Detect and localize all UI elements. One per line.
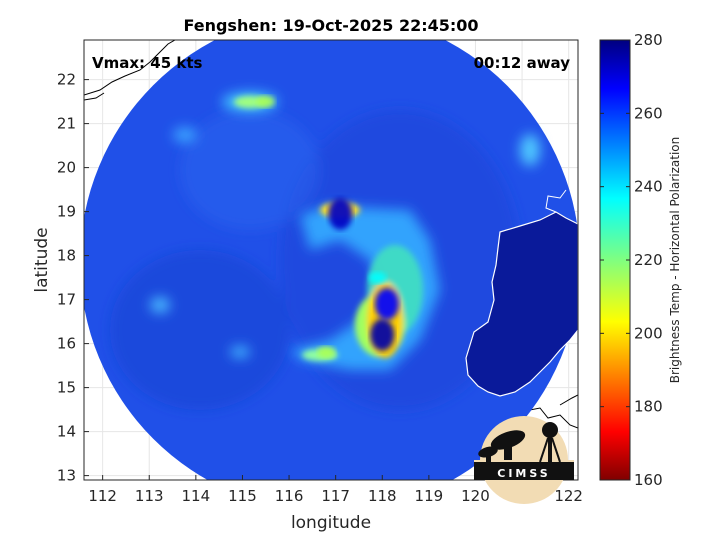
y-tick-label: 15: [57, 379, 76, 397]
feature-mark: [317, 346, 336, 359]
y-tick-label: 13: [57, 467, 76, 485]
feature-mark: [370, 318, 395, 351]
y-axis-label: latitude: [32, 227, 52, 292]
colorbar-tick-label: 260: [634, 104, 663, 122]
x-tick-label: 119: [415, 487, 444, 505]
cimss-logo: CIMSS: [474, 416, 574, 504]
colorbar-tick-label: 220: [634, 251, 663, 269]
colorbar-ticks: 280 260 240 220 200 180 160: [600, 31, 663, 489]
time-offset-annotation: 00:12 away: [474, 54, 571, 72]
y-tick-label: 22: [57, 71, 76, 89]
y-tick-label: 14: [57, 423, 76, 441]
feature-mark: [328, 197, 353, 230]
y-tick-label: 20: [57, 159, 76, 177]
chart-title: Fengshen: 19-Oct-2025 22:45:00: [183, 16, 478, 35]
x-tick-label: 112: [88, 487, 117, 505]
land-region: [465, 189, 578, 397]
feature-marks: [256, 95, 399, 359]
x-tick-label: 113: [135, 487, 164, 505]
colorbar: 280 260 240 220 200 180 160 Brightness Temp - …: [599, 31, 682, 489]
colorbar-gradient: [599, 39, 631, 481]
x-tick-label: 115: [228, 487, 257, 505]
plot-content: [84, 40, 578, 480]
swath-disk: [84, 40, 578, 480]
colorbar-tick-label: 200: [634, 324, 663, 342]
y-axis-ticks: 13 14 15 16 17 18 19 20 21 22: [57, 71, 89, 485]
x-tick-label: 117: [321, 487, 350, 505]
colorbar-label: Brightness Temp - Horizontal Polarizatio…: [668, 137, 682, 384]
vmax-annotation: Vmax: 45 kts: [92, 54, 202, 72]
plot-frame: [83, 39, 579, 481]
feature-mark: [374, 288, 399, 320]
colorbar-tick-label: 240: [634, 178, 663, 196]
y-tick-label: 19: [57, 203, 76, 221]
y-tick-label: 16: [57, 335, 76, 353]
feature-mark: [368, 271, 387, 284]
x-axis-label: longitude: [291, 513, 371, 533]
x-tick-label: 122: [554, 487, 583, 505]
y-tick-label: 18: [57, 247, 76, 265]
y-tick-label: 17: [57, 291, 76, 309]
x-tick-label: 116: [275, 487, 304, 505]
colorbar-tick-label: 180: [634, 398, 663, 416]
x-tick-label: 114: [182, 487, 211, 505]
feature-mark: [256, 95, 275, 108]
x-tick-label: 120: [461, 487, 490, 505]
colorbar-tick-label: 280: [634, 31, 663, 49]
colorbar-tick-label: 160: [634, 471, 663, 489]
y-tick-label: 21: [57, 115, 76, 133]
logo-text: CIMSS: [497, 467, 550, 480]
x-tick-label: 118: [368, 487, 397, 505]
